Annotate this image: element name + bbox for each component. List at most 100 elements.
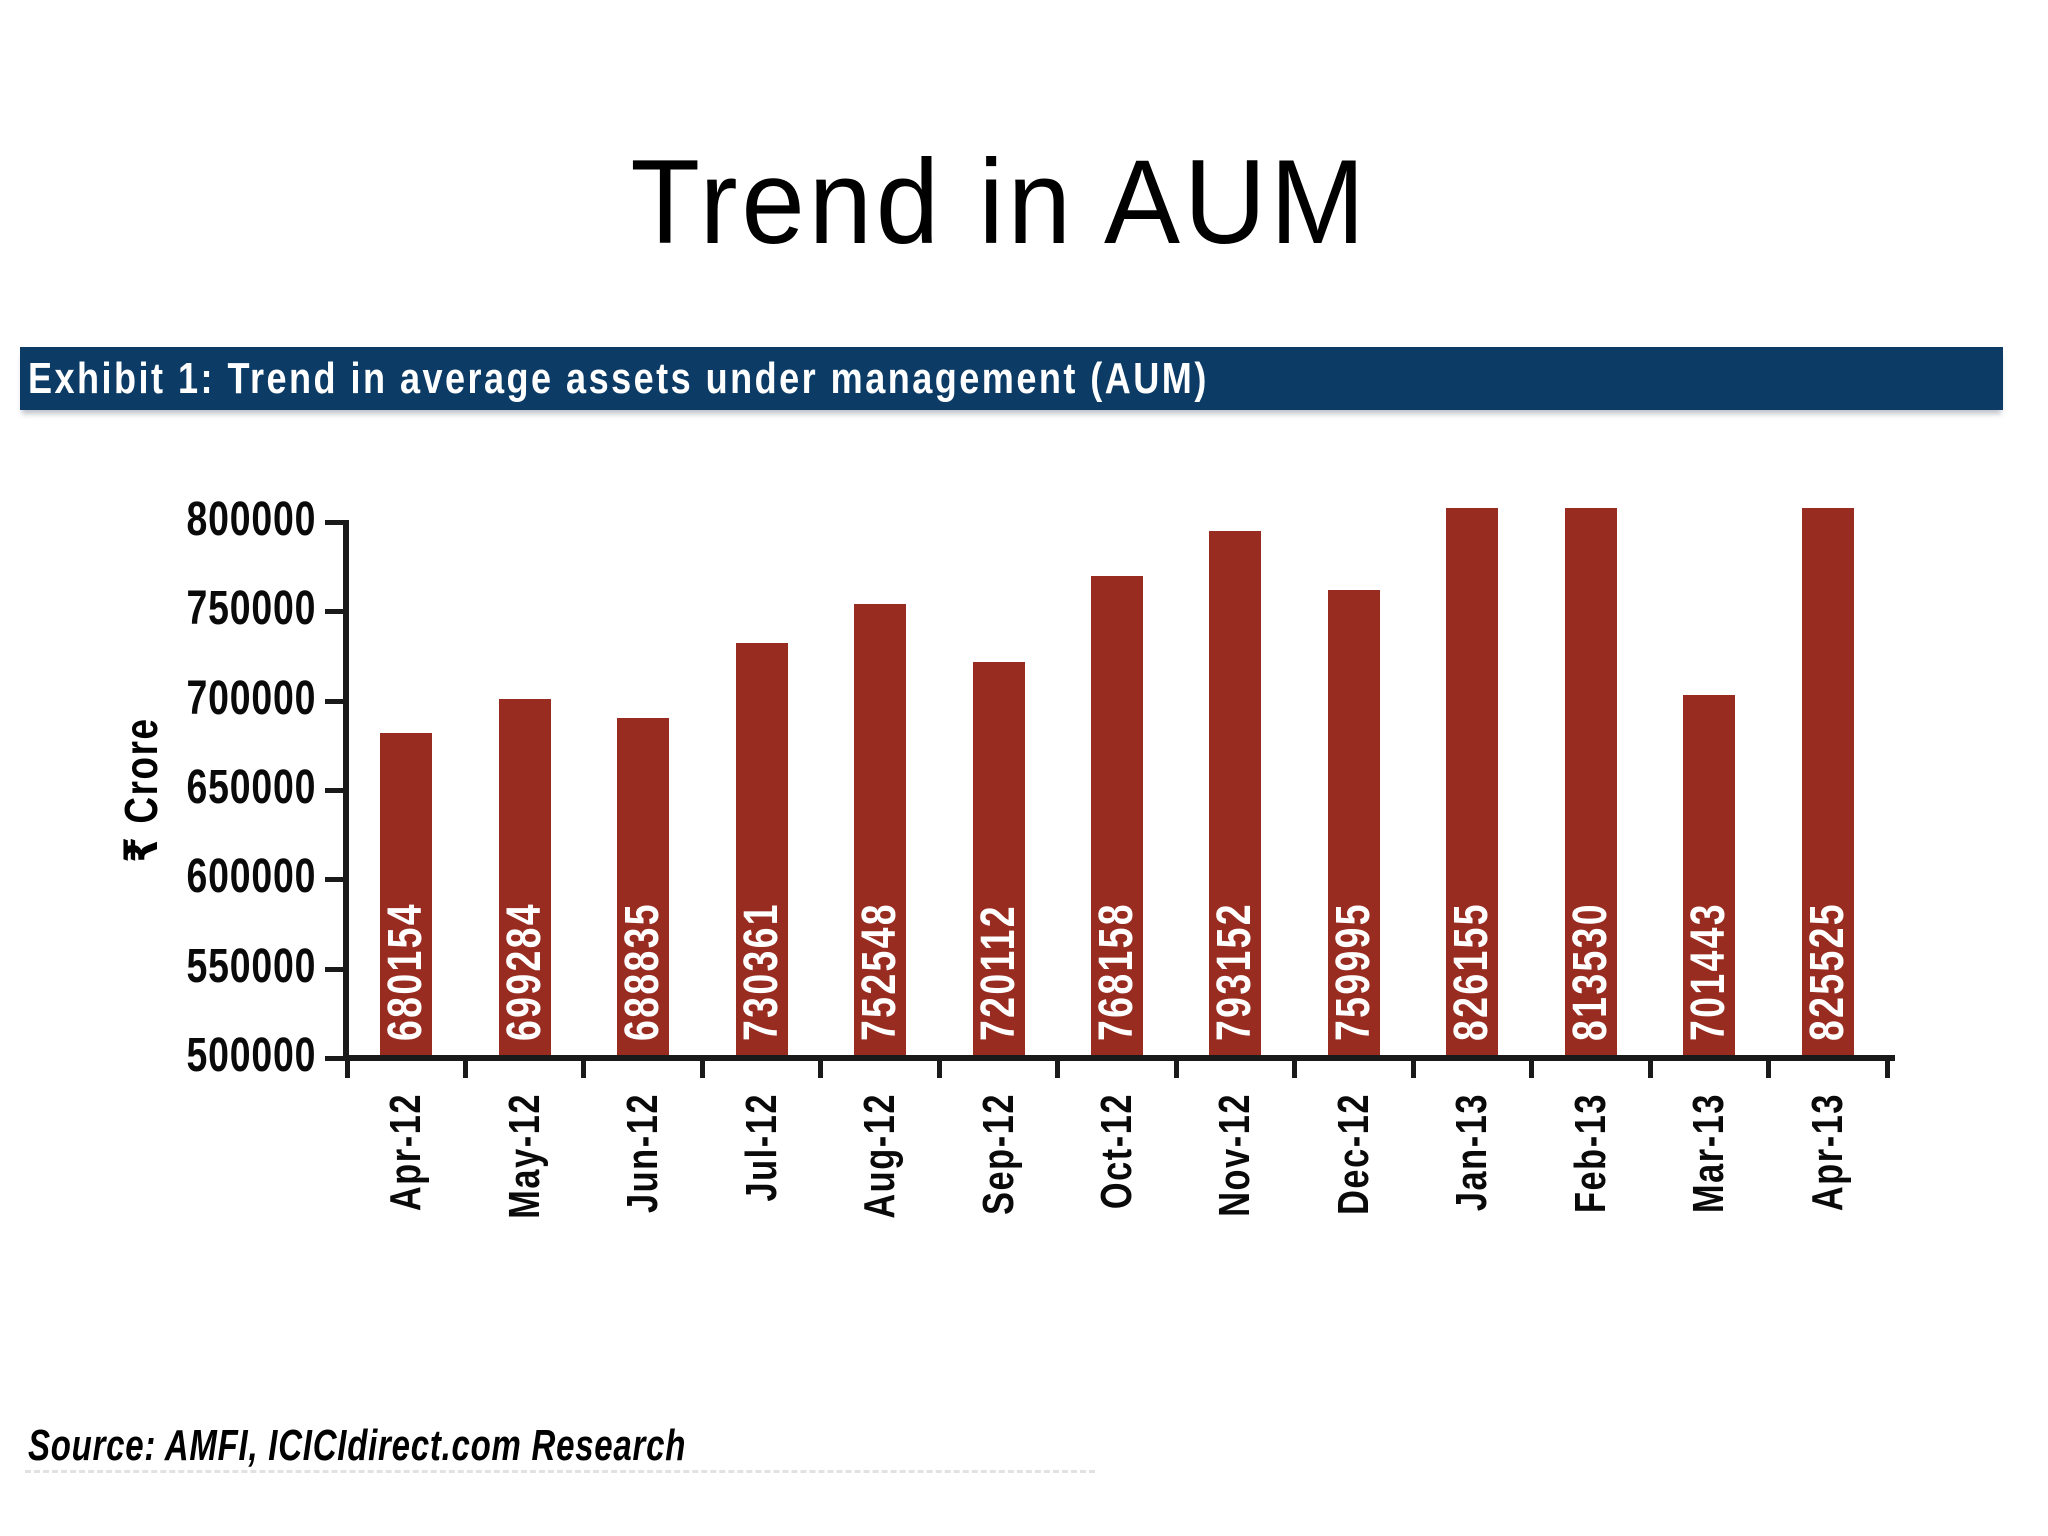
x-axis-tick bbox=[699, 1058, 705, 1078]
y-tick-label: 750000 bbox=[40, 585, 316, 633]
x-tick-label-text: Jun-12 bbox=[618, 1093, 668, 1213]
bar: 730361 bbox=[734, 643, 788, 1055]
x-tick-label-text: Dec-12 bbox=[1328, 1093, 1378, 1215]
bar: 793152 bbox=[1208, 531, 1262, 1055]
bar-value-label: 720112 bbox=[972, 865, 1025, 1041]
x-axis-tick bbox=[462, 1058, 468, 1078]
x-tick-label: Mar-13 bbox=[1684, 1093, 1734, 1247]
page-title-text: Trend in AUM bbox=[630, 135, 1370, 269]
y-axis-tick bbox=[325, 788, 347, 793]
x-axis-tick bbox=[1055, 1058, 1061, 1078]
x-tick-label: Jun-12 bbox=[618, 1093, 668, 1247]
x-axis-tick bbox=[1410, 1058, 1416, 1078]
x-axis-tick bbox=[1647, 1058, 1653, 1078]
y-tick-label: 700000 bbox=[40, 671, 316, 725]
x-tick-label: Sep-12 bbox=[973, 1093, 1023, 1249]
bar: 825525 bbox=[1800, 508, 1854, 1055]
y-tick-label-text: 700000 bbox=[186, 671, 316, 725]
y-axis-tick bbox=[325, 877, 347, 883]
x-axis-tick bbox=[581, 1058, 587, 1078]
x-axis-tick bbox=[1292, 1058, 1298, 1078]
bar-value-text: 680154 bbox=[379, 902, 433, 1041]
x-axis-tick bbox=[818, 1058, 824, 1078]
y-tick-label-text: 500000 bbox=[186, 1029, 316, 1083]
y-tick-label-text: 800000 bbox=[186, 493, 316, 547]
bar: 688835 bbox=[616, 717, 670, 1055]
x-tick-label: Nov-12 bbox=[1210, 1093, 1260, 1252]
bar-value-label: 768158 bbox=[1090, 863, 1143, 1041]
x-tick-label-text: Nov-12 bbox=[1210, 1093, 1260, 1217]
bar-value-text: 701443 bbox=[1682, 902, 1736, 1041]
y-tick-label-text: 650000 bbox=[186, 761, 316, 815]
bar-value-text: 699284 bbox=[497, 902, 551, 1041]
y-tick-label: 500000 bbox=[40, 1032, 316, 1080]
bar-value-text: 730361 bbox=[734, 902, 788, 1041]
y-tick-label: 600000 bbox=[40, 853, 316, 901]
y-tick-label-text: 600000 bbox=[186, 850, 316, 904]
bar: 813530 bbox=[1563, 508, 1617, 1055]
bar: 826155 bbox=[1445, 508, 1499, 1055]
bar-value-text: 768158 bbox=[1090, 902, 1143, 1041]
bar: 752548 bbox=[853, 603, 907, 1055]
x-tick-label-text: Sep-12 bbox=[973, 1093, 1023, 1215]
bar: 768158 bbox=[1090, 575, 1143, 1055]
bar-value-text: 759995 bbox=[1326, 902, 1380, 1041]
bar: 701443 bbox=[1682, 695, 1736, 1055]
bar-value-text: 688835 bbox=[616, 902, 670, 1041]
x-tick-label-text: Apr-12 bbox=[381, 1093, 431, 1212]
bar: 699284 bbox=[497, 698, 551, 1055]
bar-value-text: 752548 bbox=[853, 902, 907, 1041]
y-axis-tick bbox=[325, 698, 347, 704]
x-tick-label: Aug-12 bbox=[855, 1093, 904, 1254]
y-tick-label: 650000 bbox=[40, 764, 316, 812]
bar-value-label: 680154 bbox=[379, 863, 433, 1041]
x-tick-label-text: Mar-13 bbox=[1684, 1093, 1734, 1213]
bar-value-label: 825525 bbox=[1800, 863, 1854, 1041]
bar-value-label: 699284 bbox=[497, 863, 551, 1041]
x-tick-label: Oct-12 bbox=[1092, 1093, 1141, 1242]
x-tick-label: May-12 bbox=[500, 1093, 549, 1254]
source-note-text: Source: AMFI, ICICIdirect.com Research bbox=[28, 1421, 687, 1470]
bar: 759995 bbox=[1326, 590, 1380, 1055]
x-axis-tick bbox=[1884, 1058, 1890, 1078]
bar-value-text: 826155 bbox=[1445, 902, 1499, 1041]
y-axis-tick bbox=[325, 520, 347, 525]
bar-value-label: 752548 bbox=[853, 863, 907, 1041]
bar: 680154 bbox=[379, 733, 433, 1055]
y-axis-tick bbox=[325, 609, 347, 615]
bar-value-label: 759995 bbox=[1326, 863, 1380, 1041]
bar-value-label: 826155 bbox=[1445, 863, 1499, 1041]
x-axis-tick bbox=[344, 1058, 350, 1078]
x-axis-tick bbox=[1766, 1058, 1772, 1078]
source-note: Source: AMFI, ICICIdirect.com Research bbox=[28, 1424, 905, 1468]
bar-value-label: 688835 bbox=[616, 863, 670, 1041]
bar-value-text: 813530 bbox=[1563, 902, 1617, 1041]
exhibit-header-bar: Exhibit 1: Trend in average assets under… bbox=[20, 347, 2003, 410]
x-tick-label: Jul-12 bbox=[736, 1093, 786, 1232]
exhibit-header-label: Exhibit 1: Trend in average assets under… bbox=[28, 353, 1209, 403]
x-tick-label: Dec-12 bbox=[1328, 1093, 1378, 1249]
x-tick-label: Apr-13 bbox=[1803, 1093, 1852, 1244]
y-tick-label-text: 750000 bbox=[186, 582, 316, 636]
x-tick-label: Feb-13 bbox=[1565, 1093, 1615, 1247]
x-tick-label-text: Jul-12 bbox=[736, 1093, 786, 1202]
bar-value-text: 793152 bbox=[1208, 902, 1262, 1041]
bar: 720112 bbox=[972, 661, 1025, 1055]
y-axis-tick bbox=[325, 1056, 347, 1061]
bar-value-label: 730361 bbox=[734, 863, 788, 1041]
x-axis-tick bbox=[1173, 1058, 1179, 1078]
x-tick-label-text: Feb-13 bbox=[1565, 1093, 1615, 1213]
bar-value-label: 813530 bbox=[1563, 863, 1617, 1041]
x-tick-label-text: Jan-13 bbox=[1447, 1093, 1497, 1212]
x-axis-line bbox=[343, 1055, 1895, 1061]
x-axis-tick bbox=[1529, 1058, 1535, 1078]
y-tick-label: 800000 bbox=[40, 496, 316, 544]
bar-value-text: 825525 bbox=[1800, 902, 1854, 1041]
y-tick-label: 550000 bbox=[40, 939, 316, 993]
x-tick-label: Jan-13 bbox=[1447, 1093, 1497, 1244]
y-tick-label-text: 550000 bbox=[186, 939, 316, 993]
x-tick-label-text: Oct-12 bbox=[1092, 1093, 1141, 1210]
x-axis-tick bbox=[936, 1058, 942, 1078]
